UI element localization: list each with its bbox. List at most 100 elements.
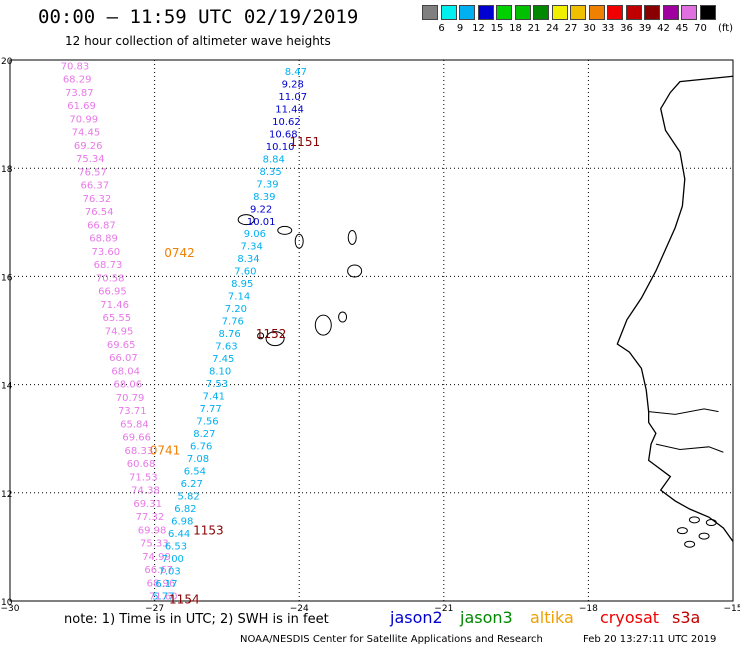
wave-height-point-jason: 8.76 bbox=[218, 329, 240, 340]
island-cape-verde bbox=[257, 332, 265, 340]
wave-height-point-altika: 74.99 bbox=[142, 552, 171, 563]
y-tick-label: 16 bbox=[1, 273, 13, 283]
wave-height-point-jason: 7.53 bbox=[206, 379, 228, 390]
wave-height-point-altika: 73.87 bbox=[65, 88, 94, 99]
wave-height-point-altika: 69.98 bbox=[138, 525, 167, 536]
pass-time-label: 1153 bbox=[193, 524, 224, 538]
wave-height-point-altika: 69.26 bbox=[74, 141, 103, 152]
wave-height-point-jason: 11.44 bbox=[275, 104, 304, 115]
wave-height-point-altika: 76.32 bbox=[83, 194, 112, 205]
legend-label: 39 bbox=[638, 23, 652, 34]
map-title: 00:00 – 11:59 UTC 02/19/2019 bbox=[38, 6, 359, 28]
island-bijagos bbox=[676, 527, 688, 535]
wave-height-point-altika: 65.55 bbox=[103, 313, 132, 324]
wave-height-point-jason: 7.08 bbox=[187, 454, 209, 465]
wave-height-point-jason: 7.34 bbox=[241, 242, 263, 253]
wave-height-point-jason: 6.17 bbox=[155, 579, 177, 590]
wave-height-point-altika: 68.96 bbox=[147, 578, 176, 589]
legend-swatch bbox=[644, 5, 660, 20]
wave-height-point-altika: 77.32 bbox=[136, 512, 165, 523]
legend-swatch bbox=[477, 5, 494, 20]
satellite-altika: altika bbox=[530, 608, 574, 627]
legend-label: 21 bbox=[527, 23, 541, 34]
wave-height-point-jason: 8.34 bbox=[237, 254, 259, 265]
island-bijagos bbox=[705, 519, 717, 527]
map-frame bbox=[9, 59, 734, 602]
wave-height-point-jason: 7.03 bbox=[159, 567, 181, 578]
map-subtitle: 12 hour collection of altimeter wave hei… bbox=[65, 34, 331, 48]
legend-swatch bbox=[588, 5, 605, 20]
island-bijagos bbox=[688, 516, 700, 524]
river-gambia bbox=[648, 408, 719, 415]
legend-label: 33 bbox=[601, 23, 615, 34]
satellite-cryosat: cryosat bbox=[600, 608, 660, 627]
wave-height-point-altika: 73.71 bbox=[118, 406, 147, 417]
wave-height-point-jason: 7.00 bbox=[162, 554, 184, 565]
wave-height-point-altika: 66.07 bbox=[109, 353, 138, 364]
legend-label: 70 bbox=[694, 23, 707, 34]
legend-swatch bbox=[533, 5, 549, 20]
wave-height-point-jason: 10.01 bbox=[247, 217, 276, 228]
wave-height-point-altika: 71.46 bbox=[100, 300, 129, 311]
y-tick-label: 14 bbox=[1, 382, 13, 392]
wave-height-point-altika: 70.99 bbox=[69, 114, 98, 125]
timestamp-text: Feb 20 13:27:11 UTC 2019 bbox=[583, 634, 717, 645]
wave-height-point-jason: 6.54 bbox=[184, 467, 206, 478]
wave-height-point-jason: 8.47 bbox=[285, 67, 307, 78]
island-cape-verde bbox=[294, 233, 304, 249]
wave-height-point-altika: 76.57 bbox=[78, 167, 107, 178]
wave-height-point-altika: 66.67 bbox=[144, 565, 173, 576]
wave-height-point-jason: 7.45 bbox=[212, 354, 234, 365]
legend-swatch bbox=[662, 5, 679, 20]
y-tick-label: 10 bbox=[1, 598, 13, 608]
wave-height-point-altika: 66.87 bbox=[87, 220, 116, 231]
wave-height-point-altika: 66.95 bbox=[98, 287, 127, 298]
wave-height-point-jason: 8.27 bbox=[193, 429, 215, 440]
wave-height-point-jason: 5.82 bbox=[177, 492, 199, 503]
legend-swatch bbox=[496, 5, 512, 20]
wave-height-point-jason: 8.35 bbox=[259, 167, 281, 178]
legend-label: 15 bbox=[490, 23, 504, 34]
legend-swatch bbox=[607, 5, 623, 20]
wave-height-point-altika: 68.33 bbox=[125, 446, 154, 457]
wave-height-point-altika: 69.31 bbox=[133, 499, 162, 510]
wave-height-point-jason: 7.14 bbox=[228, 292, 250, 303]
legend-label: 27 bbox=[564, 23, 578, 34]
wave-height-point-jason: 7.41 bbox=[203, 392, 225, 403]
x-tick-label: −18 bbox=[579, 604, 598, 614]
wave-height-point-jason: 6.98 bbox=[171, 517, 193, 528]
legend-swatch bbox=[551, 5, 568, 20]
wave-height-point-jason: 9.22 bbox=[250, 204, 272, 215]
island-bijagos bbox=[698, 532, 710, 540]
note-text: note: 1) Time is in UTC; 2) SWH is in fe… bbox=[64, 612, 329, 627]
island-cape-verde bbox=[347, 264, 363, 278]
island-cape-verde bbox=[237, 214, 255, 226]
wave-height-point-jason: 6.27 bbox=[181, 479, 203, 490]
wave-height-point-altika: 75.34 bbox=[76, 154, 105, 165]
wave-height-point-altika: 74.95 bbox=[105, 327, 134, 338]
island-cape-verde bbox=[277, 225, 293, 235]
wave-height-point-altika: 68.29 bbox=[63, 75, 92, 86]
legend-swatch bbox=[625, 5, 642, 20]
wave-height-point-altika: 68.73 bbox=[94, 260, 123, 271]
wave-height-point-altika: 74.45 bbox=[72, 128, 101, 139]
wave-height-point-jason: 6.76 bbox=[190, 442, 212, 453]
wave-height-point-jason: 6.82 bbox=[174, 504, 196, 515]
legend-label: 42 bbox=[657, 23, 670, 34]
pass-time-label: 0742 bbox=[164, 246, 195, 260]
wave-height-point-altika: 73.60 bbox=[91, 247, 120, 258]
wave-height-point-jason: 7.39 bbox=[256, 179, 278, 190]
pass-time-label: 1152 bbox=[256, 327, 287, 341]
satellite-s3a: s3a bbox=[672, 608, 701, 627]
wave-height-point-altika: 60.68 bbox=[127, 459, 156, 470]
y-tick-label: 12 bbox=[1, 490, 12, 500]
island-cape-verde bbox=[314, 314, 332, 336]
wave-height-point-altika: 70.79 bbox=[116, 393, 145, 404]
island-bijagos bbox=[684, 540, 696, 548]
island-cape-verde bbox=[347, 229, 357, 245]
wave-height-point-jason: 7.60 bbox=[234, 267, 256, 278]
legend-label: 6 bbox=[438, 23, 445, 34]
pass-time-label: 1151 bbox=[290, 135, 321, 149]
wave-height-point-altika: 71.53 bbox=[129, 472, 158, 483]
legend-label: 30 bbox=[583, 23, 596, 34]
